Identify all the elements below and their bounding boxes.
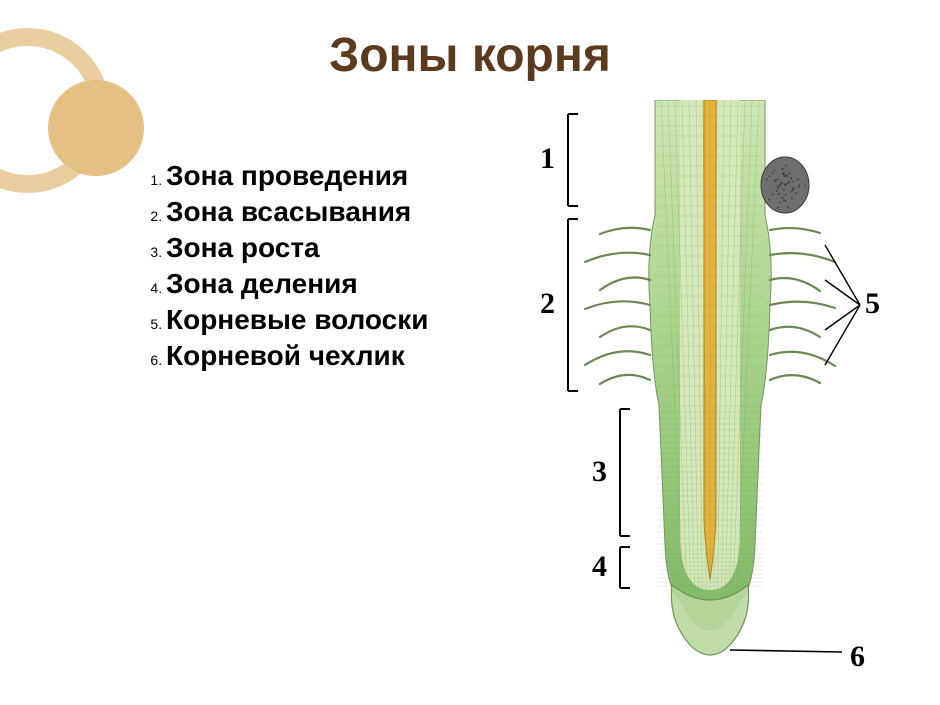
diagram-label-5: 5 [865, 287, 880, 321]
root-diagram-svg [520, 100, 900, 670]
zone-list-item: Зона деления [166, 268, 428, 300]
diagram-label-2: 2 [540, 287, 555, 321]
decor-inner-disc [48, 80, 144, 176]
diagram-label-4: 4 [592, 550, 607, 584]
zone-list-item-label: Зона всасывания [166, 196, 411, 227]
zone-list-item: Зона проведения [166, 160, 428, 192]
diagram-label-6: 6 [850, 640, 865, 674]
diagram-label-3: 3 [592, 455, 607, 489]
page-title: Зоны корня [0, 28, 940, 83]
zone-list-item-label: Зона роста [166, 232, 320, 263]
zone-list-item: Зона всасывания [166, 196, 428, 228]
zone-list: Зона проведения Зона всасывания Зона роста… [140, 160, 428, 376]
zone-list-item: Зона роста [166, 232, 428, 264]
zone-list-item: Корневой чехлик [166, 340, 428, 372]
diagram-label-1: 1 [540, 142, 555, 176]
root-diagram: 1 2 3 4 5 6 [520, 100, 900, 670]
zone-list-item: Корневые волоски [166, 304, 428, 336]
zone-list-item-label: Корневые волоски [166, 304, 428, 335]
zone-list-item-label: Корневой чехлик [166, 340, 405, 371]
zone-list-item-label: Зона проведения [166, 160, 408, 191]
zone-list-item-label: Зона деления [166, 268, 358, 299]
